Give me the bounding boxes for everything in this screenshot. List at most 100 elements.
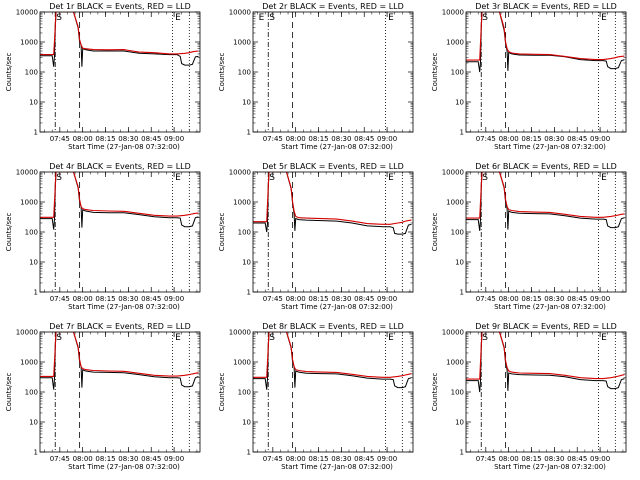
marker-annotation: E: [601, 333, 607, 343]
y-tick-label: 10: [242, 99, 251, 107]
x-tick-label: 07:45: [50, 455, 70, 463]
x-tick-label: 09:00: [164, 295, 184, 303]
y-tick-label: 10: [29, 99, 38, 107]
x-tick-label: 08:15: [308, 455, 328, 463]
chart-panel-1: Det 1r BLACK = Events, RED = LLD 1 10 100 10…: [0, 0, 213, 160]
plot-frame: [39, 331, 201, 453]
x-tick-label: 09:00: [164, 135, 184, 143]
lld-series-line: [466, 332, 625, 380]
y-tick-label: 100: [25, 229, 38, 237]
x-tick-label: 09:00: [377, 295, 397, 303]
x-axis-label: Start Time (27-Jan-08 07:32:00): [494, 463, 606, 471]
x-tick-label: 09:00: [590, 295, 610, 303]
y-tick-label: 1: [247, 129, 251, 137]
marker-annotation: S: [56, 333, 62, 343]
lld-series-line: [253, 172, 412, 225]
y-tick-label: 10: [242, 259, 251, 267]
y-tick-label: 1: [460, 289, 464, 297]
y-tick-label: 10000: [229, 9, 251, 17]
chart-panel-6: Det 6r BLACK = Events, RED = LLD 1 10 100 10…: [426, 160, 639, 320]
marker-annotation: E: [388, 13, 394, 23]
plot-frame: [252, 171, 414, 293]
y-tick-label: 10000: [442, 169, 464, 177]
y-tick-label: 1: [247, 289, 251, 297]
y-axis-label: Counts/sec: [218, 373, 226, 412]
plot-frame: [39, 11, 201, 133]
x-axis-label: Start Time (27-Jan-08 07:32:00): [281, 303, 393, 311]
chart-svg: Det 5r BLACK = Events, RED = LLD 1 10 100 10…: [218, 162, 414, 311]
chart-title: Det 1r BLACK = Events, RED = LLD: [49, 2, 191, 11]
x-tick-label: 08:00: [286, 135, 306, 143]
chart-svg: Det 6r BLACK = Events, RED = LLD 1 10 100 10…: [431, 162, 627, 311]
x-tick-label: 09:00: [377, 135, 397, 143]
x-tick-label: 07:45: [263, 455, 283, 463]
x-tick-label: 07:45: [476, 135, 496, 143]
marker-annotation: S: [482, 333, 488, 343]
lld-series-line: [40, 332, 199, 377]
x-tick-label: 08:45: [567, 295, 587, 303]
y-tick-label: 1000: [446, 359, 464, 367]
x-axis-label: Start Time (27-Jan-08 07:32:00): [68, 303, 180, 311]
y-tick-label: 10: [455, 419, 464, 427]
x-tick-label: 08:30: [331, 295, 351, 303]
x-axis-label: Start Time (27-Jan-08 07:32:00): [281, 463, 393, 471]
chart-panel-5: Det 5r BLACK = Events, RED = LLD 1 10 100 10…: [213, 160, 426, 320]
lld-series-line: [40, 172, 199, 218]
x-tick-label: 08:00: [73, 135, 93, 143]
y-tick-label: 10000: [16, 169, 38, 177]
plot-frame: [39, 171, 201, 293]
x-axis-label: Start Time (27-Jan-08 07:32:00): [68, 143, 180, 151]
x-tick-label: 08:45: [567, 455, 587, 463]
y-tick-label: 10000: [16, 9, 38, 17]
x-axis-label: Start Time (27-Jan-08 07:32:00): [281, 143, 393, 151]
marker-annotation: S: [482, 13, 488, 23]
x-tick-label: 07:45: [50, 295, 70, 303]
y-tick-label: 10000: [442, 329, 464, 337]
chart-title: Det 2r BLACK = Events, RED = LLD: [262, 2, 404, 11]
chart-title: Det 8r BLACK = Events, RED = LLD: [262, 322, 404, 331]
marker-annotation: E: [175, 333, 181, 343]
x-tick-label: 08:30: [118, 135, 138, 143]
x-tick-label: 08:30: [331, 455, 351, 463]
x-axis-label: Start Time (27-Jan-08 07:32:00): [494, 143, 606, 151]
x-tick-label: 08:45: [354, 295, 374, 303]
x-tick-label: 08:45: [354, 135, 374, 143]
plot-frame: [252, 11, 414, 133]
x-tick-label: 08:30: [118, 455, 138, 463]
x-tick-label: 08:15: [521, 455, 541, 463]
chart-title: Det 6r BLACK = Events, RED = LLD: [475, 162, 617, 171]
x-tick-label: 08:15: [521, 295, 541, 303]
marker-annotation: E: [388, 333, 394, 343]
marker-annotation: S: [56, 13, 62, 23]
chart-panel-8: Det 8r BLACK = Events, RED = LLD 1 10 100 10…: [213, 320, 426, 480]
chart-svg: Det 2r BLACK = Events, RED = LLD 1 10 100 10…: [218, 2, 414, 151]
x-tick-label: 08:00: [499, 135, 519, 143]
x-tick-label: 09:00: [590, 135, 610, 143]
chart-svg: Det 3r BLACK = Events, RED = LLD 1 10 100 10…: [431, 2, 627, 151]
y-axis-label: Counts/sec: [218, 53, 226, 92]
x-tick-label: 08:45: [354, 455, 374, 463]
y-tick-label: 100: [238, 389, 251, 397]
x-tick-label: 07:45: [50, 135, 70, 143]
y-tick-label: 100: [451, 389, 464, 397]
x-axis-label: Start Time (27-Jan-08 07:32:00): [68, 463, 180, 471]
x-tick-label: 09:00: [164, 455, 184, 463]
y-axis-label: Counts/sec: [5, 373, 13, 412]
y-tick-label: 1: [247, 449, 251, 457]
y-tick-label: 100: [451, 69, 464, 77]
y-tick-label: 1000: [446, 199, 464, 207]
y-tick-label: 1000: [446, 39, 464, 47]
x-tick-label: 08:30: [118, 295, 138, 303]
x-tick-label: 08:30: [544, 295, 564, 303]
y-tick-label: 1000: [233, 39, 251, 47]
y-tick-label: 100: [238, 229, 251, 237]
x-tick-label: 08:45: [567, 135, 587, 143]
chart-title: Det 3r BLACK = Events, RED = LLD: [475, 2, 617, 11]
y-tick-label: 1: [460, 449, 464, 457]
x-tick-label: 08:15: [521, 135, 541, 143]
chart-panel-2: Det 2r BLACK = Events, RED = LLD 1 10 100 10…: [213, 0, 426, 160]
x-tick-label: 07:45: [263, 295, 283, 303]
x-tick-label: 08:00: [73, 295, 93, 303]
lld-series-line: [466, 12, 625, 61]
